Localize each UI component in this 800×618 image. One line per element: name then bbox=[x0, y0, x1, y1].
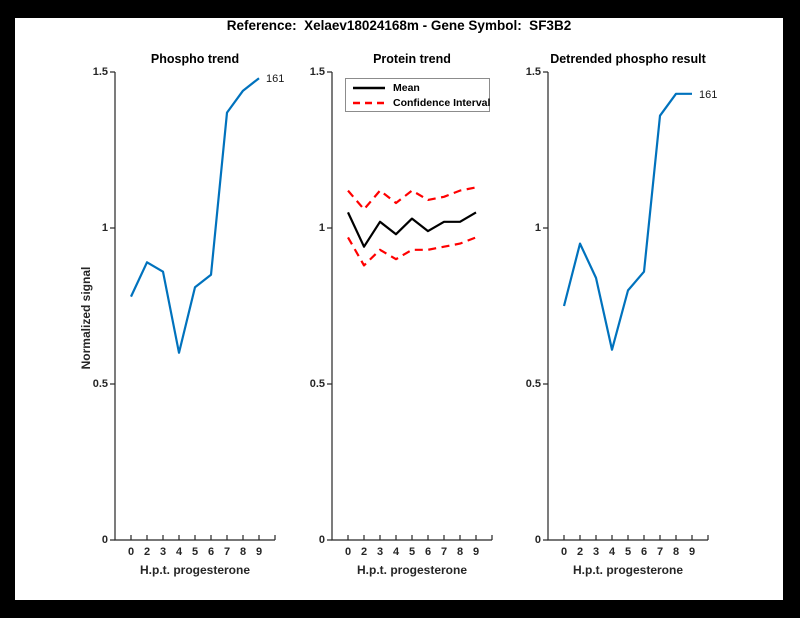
x-tick-label: 2 bbox=[576, 546, 584, 558]
y-tick-label: 1.5 bbox=[92, 66, 108, 78]
x-tick-label: 6 bbox=[207, 546, 215, 558]
y-tick-label: 0.5 bbox=[92, 378, 108, 390]
series-end-label: 161 bbox=[266, 73, 284, 85]
legend-entry-mean: Mean bbox=[353, 81, 489, 95]
y-tick-label: 0.5 bbox=[309, 378, 325, 390]
plot-svg-2: 161 bbox=[543, 71, 717, 541]
y-tick-label: 1 bbox=[534, 222, 541, 234]
x-tick-label: 6 bbox=[424, 546, 432, 558]
y-tick-label: 0.5 bbox=[525, 378, 541, 390]
figure-title: Reference: Xelaev18024168m - Gene Symbol… bbox=[226, 18, 572, 33]
x-tick-label: 9 bbox=[688, 546, 696, 558]
x-tick-label: 3 bbox=[159, 546, 167, 558]
x-tick-label: 7 bbox=[440, 546, 448, 558]
x-axis-label-2: H.p.t. progesterone bbox=[356, 563, 467, 577]
x-tick-label: 2 bbox=[143, 546, 151, 558]
y-tick-label: 1 bbox=[318, 222, 325, 234]
x-tick-label: 5 bbox=[191, 546, 199, 558]
x-tick-label: 7 bbox=[656, 546, 664, 558]
subplot-title-detrended-phospho-result: Detrended phospho result bbox=[550, 52, 706, 66]
axis-spines bbox=[547, 72, 708, 541]
mean-line bbox=[347, 211, 477, 248]
x-tick-label: 2 bbox=[360, 546, 368, 558]
x-tick-label: 4 bbox=[608, 546, 616, 558]
x-axis-label-1: H.p.t. progesterone bbox=[139, 563, 250, 577]
axis-spines bbox=[114, 72, 275, 541]
x-tick-label: 0 bbox=[127, 546, 135, 558]
legend-label-confidence-interval: Confidence Interval bbox=[393, 96, 491, 109]
plot-svg-0: 161 bbox=[110, 71, 284, 541]
x-tick-label: 8 bbox=[239, 546, 247, 558]
x-tick-label: 3 bbox=[376, 546, 384, 558]
x-tick-label: 8 bbox=[456, 546, 464, 558]
legend-entry-confidence-interval: Confidence Interval bbox=[353, 96, 491, 110]
x-axis-label-3: H.p.t. progesterone bbox=[572, 563, 683, 577]
mean-line-sample-icon bbox=[353, 86, 385, 89]
y-tick-label: 0 bbox=[318, 534, 325, 546]
x-tick-label: 4 bbox=[175, 546, 183, 558]
plot-svg-1 bbox=[327, 71, 493, 541]
subplot-title-phospho-trend: Phospho trend bbox=[150, 52, 240, 66]
legend: Mean Confidence Interval bbox=[345, 78, 490, 112]
axis-spines bbox=[331, 72, 492, 541]
x-tick-label: 0 bbox=[344, 546, 352, 558]
confidence-interval-line-sample-icon bbox=[353, 101, 385, 104]
y-axis-label: Normalized signal bbox=[79, 266, 93, 370]
x-tick-label: 5 bbox=[624, 546, 632, 558]
subplot-title-protein-trend: Protein trend bbox=[373, 52, 451, 66]
x-tick-label: 4 bbox=[392, 546, 400, 558]
y-tick-label: 1.5 bbox=[525, 66, 541, 78]
x-tick-label: 8 bbox=[672, 546, 680, 558]
detrended-phospho-signal-line bbox=[562, 92, 692, 351]
ci-upper-line bbox=[347, 186, 477, 211]
y-tick-label: 1 bbox=[101, 222, 108, 234]
legend-label-mean: Mean bbox=[393, 81, 420, 94]
x-tick-label: 0 bbox=[560, 546, 568, 558]
x-tick-label: 3 bbox=[592, 546, 600, 558]
y-tick-label: 0 bbox=[534, 534, 541, 546]
x-tick-label: 7 bbox=[223, 546, 231, 558]
y-tick-label: 1.5 bbox=[309, 66, 325, 78]
x-tick-label: 5 bbox=[408, 546, 416, 558]
phospho-signal-line bbox=[130, 77, 260, 354]
series-end-label: 161 bbox=[699, 89, 717, 101]
x-tick-label: 9 bbox=[255, 546, 263, 558]
y-tick-label: 0 bbox=[101, 534, 108, 546]
x-tick-label: 6 bbox=[640, 546, 648, 558]
figure: Reference: Xelaev18024168m - Gene Symbol… bbox=[15, 18, 783, 600]
x-tick-label: 9 bbox=[472, 546, 480, 558]
